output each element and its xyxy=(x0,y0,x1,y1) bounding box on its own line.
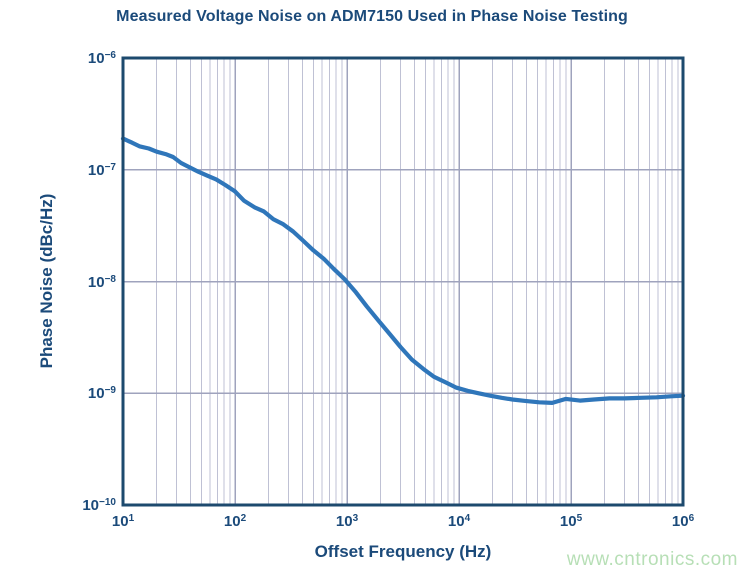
chart-title: Measured Voltage Noise on ADM7150 Used i… xyxy=(116,8,628,25)
x-axis-label: Offset Frequency (Hz) xyxy=(314,542,492,561)
y-tick-label: 10−10 xyxy=(82,497,116,514)
plot-frame xyxy=(121,56,685,507)
y-tick-label: 10−7 xyxy=(87,161,116,179)
x-tick-label: 104 xyxy=(447,513,471,530)
y-axis-label: Phase Noise (dBc/Hz) xyxy=(37,193,56,369)
noise-curve xyxy=(120,136,686,405)
x-tick-label: 106 xyxy=(671,513,695,530)
x-tick-label: 103 xyxy=(335,513,359,530)
y-tick-label: 10−8 xyxy=(87,273,116,291)
x-tick-label: 105 xyxy=(559,513,583,530)
x-tick-label: 101 xyxy=(111,513,135,530)
x-tick-label: 102 xyxy=(223,513,247,530)
y-tick-label: 10−9 xyxy=(87,385,116,403)
y-tick-label: 10−6 xyxy=(87,50,116,67)
watermark: www.cntronics.com xyxy=(566,549,738,570)
